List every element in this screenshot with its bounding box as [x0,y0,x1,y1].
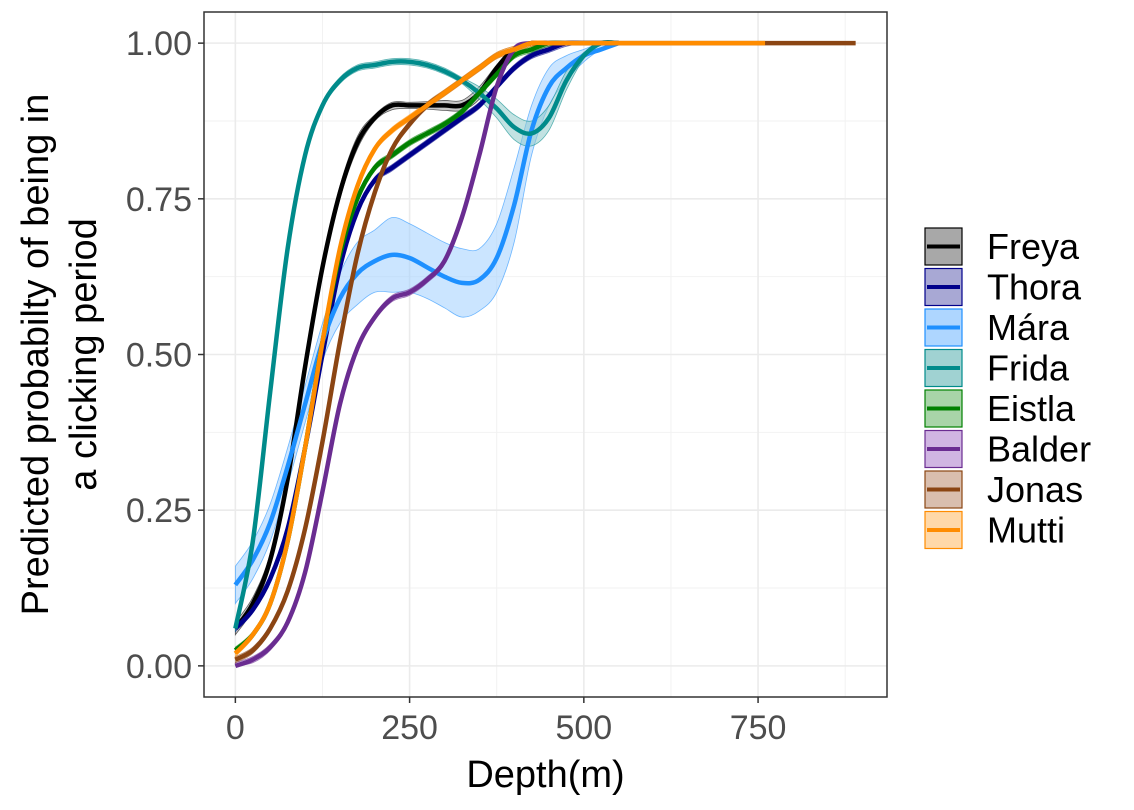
legend-item-frida: Frida [924,348,1070,389]
y-axis-title-line-2: a clicking period [63,218,105,490]
x-tick-label: 750 [730,709,787,747]
series-line-mara [233,41,620,587]
axis-ticks: 0 250 500 750 0.00 0.25 0.50 0.75 1.00 [126,25,787,747]
legend-item-mara: Mára [924,307,1070,348]
legend-label-thora: Thora [987,267,1082,308]
legend-label-mutti: Mutti [987,510,1065,551]
y-axis-title: Predicted probabilty of being in a click… [15,94,105,616]
y-tick-label: 0.00 [126,648,192,686]
y-tick-label: 0.75 [126,181,192,219]
x-axis-title: Depth(m) [466,754,624,796]
x-tick-label: 500 [555,709,612,747]
x-tick-label: 250 [381,709,438,747]
legend-label-eistla: Eistla [987,388,1076,429]
legend-label-jonas: Jonas [987,469,1083,510]
legend-item-mutti: Mutti [924,510,1065,551]
x-tick-label: 0 [226,709,245,747]
legend: FreyaThoraMáraFridaEistlaBalderJonasMutt… [924,226,1091,551]
series-line-mutti [233,40,766,655]
legend-label-freya: Freya [987,226,1080,267]
y-tick-label: 0.25 [126,492,192,530]
y-axis-title-line-1: Predicted probabilty of being in [15,94,57,616]
series-lines [233,39,856,668]
series-line-frida [233,39,619,629]
legend-item-eistla: Eistla [924,388,1076,429]
series-line-eistla [233,40,619,653]
legend-item-thora: Thora [924,267,1082,308]
legend-item-jonas: Jonas [924,469,1083,510]
legend-label-frida: Frida [987,348,1070,389]
legend-item-freya: Freya [924,226,1080,267]
legend-item-balder: Balder [924,429,1091,470]
y-tick-label: 1.00 [126,25,192,63]
y-tick-label: 0.50 [126,337,192,375]
legend-label-balder: Balder [987,429,1091,470]
legend-label-mara: Mára [987,307,1070,348]
